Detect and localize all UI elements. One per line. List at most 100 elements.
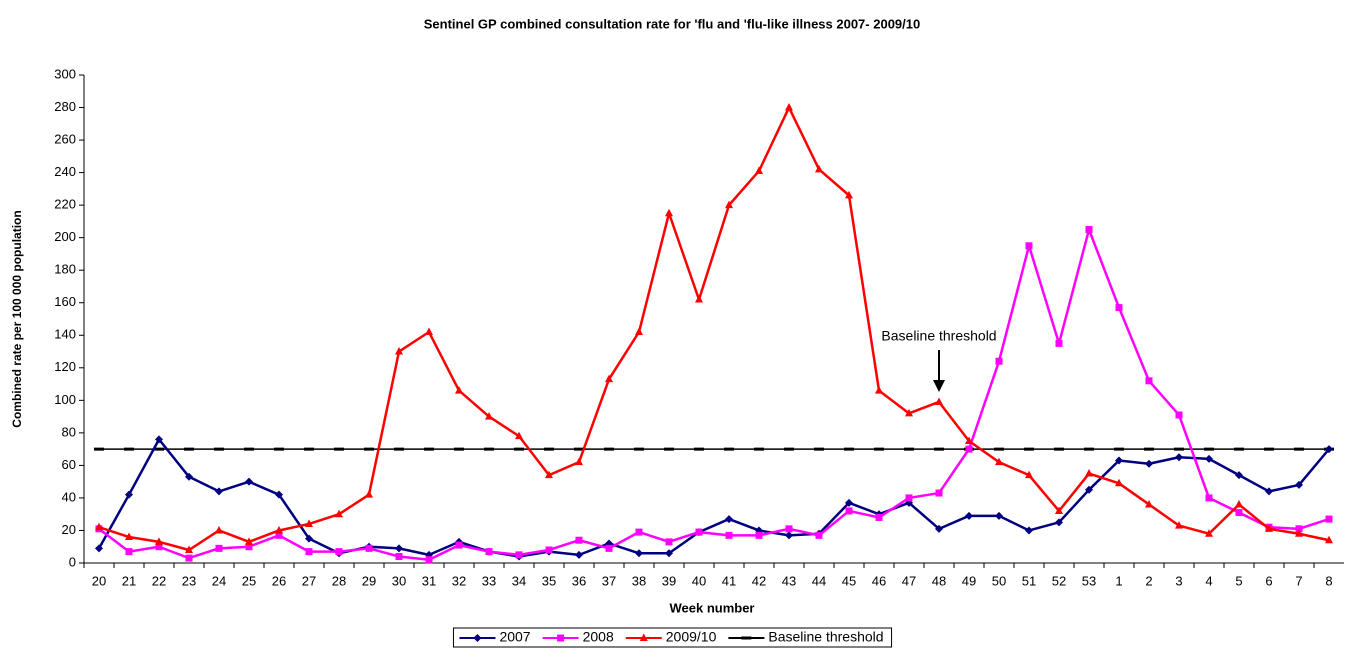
marker [695, 294, 703, 303]
y-tick-label: 100 [54, 392, 76, 407]
x-tick-label: 23 [182, 573, 196, 588]
marker [875, 386, 883, 394]
marker [155, 435, 163, 444]
x-tick-label: 29 [362, 573, 376, 588]
marker [557, 634, 565, 642]
marker [425, 327, 433, 336]
marker [965, 511, 973, 520]
marker [1145, 499, 1153, 508]
marker [1325, 515, 1333, 523]
y-tick-label: 60 [62, 457, 76, 472]
x-tick-label: 45 [842, 573, 856, 588]
x-tick-label: 41 [722, 573, 736, 588]
marker [1235, 499, 1243, 508]
marker [1025, 470, 1033, 479]
marker [305, 534, 313, 543]
y-tick-label: 140 [54, 327, 76, 342]
series-line [97, 438, 1330, 558]
marker [635, 549, 643, 558]
x-axis-label: Week number [669, 600, 754, 615]
marker [905, 408, 913, 417]
marker [185, 545, 193, 553]
marker [785, 103, 793, 111]
marker [545, 470, 553, 479]
marker [545, 546, 553, 554]
marker [95, 544, 103, 553]
marker [1115, 456, 1123, 465]
marker [95, 522, 103, 531]
marker [815, 531, 823, 539]
x-tick-label: 36 [572, 573, 586, 588]
marker [155, 537, 163, 545]
x-tick-label: 30 [392, 573, 406, 588]
marker [185, 472, 193, 481]
marker [1235, 471, 1243, 480]
x-tick-label: 24 [212, 573, 226, 588]
marker [1325, 445, 1333, 454]
marker [215, 544, 223, 552]
y-tick-label: 240 [54, 164, 76, 179]
x-tick-label: 7 [1295, 573, 1302, 588]
marker [365, 490, 373, 498]
marker [845, 507, 853, 515]
marker [275, 490, 283, 499]
x-tick-label: 49 [962, 573, 976, 588]
marker [365, 544, 373, 552]
marker [905, 494, 913, 502]
series-line [98, 228, 1330, 561]
x-tick-label: 38 [632, 573, 646, 588]
marker [245, 543, 253, 551]
marker [1085, 226, 1093, 234]
x-tick-label: 32 [452, 573, 466, 588]
marker [1205, 494, 1213, 502]
y-tick-label: 0 [69, 554, 76, 569]
marker [305, 548, 313, 556]
legend: 2007 2008 2009/10 Baseline threshold [452, 627, 893, 648]
marker [1235, 509, 1243, 517]
x-tick-label: 35 [542, 573, 556, 588]
x-tick-label: 34 [512, 573, 526, 588]
x-tick-label: 21 [122, 573, 136, 588]
x-tick-label: 37 [602, 573, 616, 588]
marker [335, 509, 343, 518]
marker [395, 347, 403, 355]
marker [935, 397, 943, 405]
marker [995, 357, 1003, 365]
x-tick-label: 43 [782, 573, 796, 588]
marker [605, 374, 613, 383]
x-tick-label: 51 [1022, 573, 1036, 588]
marker [275, 531, 283, 539]
x-tick-label: 33 [482, 573, 496, 588]
marker [275, 525, 283, 534]
y-tick-label: 300 [54, 66, 76, 81]
marker [1175, 521, 1183, 529]
marker [395, 544, 403, 553]
marker [155, 543, 163, 551]
x-tick-label: 6 [1265, 573, 1272, 588]
legend-label: Baseline threshold [768, 629, 883, 645]
marker [575, 536, 583, 544]
marker [1115, 478, 1123, 487]
marker [725, 531, 733, 539]
x-tick-label: 53 [1082, 573, 1096, 588]
marker [425, 556, 433, 564]
marker [1175, 453, 1183, 462]
marker [125, 532, 133, 540]
marker [1205, 529, 1213, 537]
marker [965, 436, 973, 444]
x-tick-label: 3 [1175, 573, 1182, 588]
x-tick-label: 42 [752, 573, 766, 588]
annotation: Baseline threshold [881, 328, 996, 344]
marker [755, 531, 763, 539]
marker [1145, 459, 1153, 468]
x-tick-label: 2 [1145, 573, 1152, 588]
y-tick-label: 200 [54, 229, 76, 244]
x-tick-label: 4 [1205, 573, 1212, 588]
marker [455, 386, 463, 394]
marker [1085, 469, 1093, 477]
x-tick-label: 31 [422, 573, 436, 588]
marker [1115, 304, 1123, 312]
marker [965, 445, 973, 453]
marker [875, 513, 883, 521]
